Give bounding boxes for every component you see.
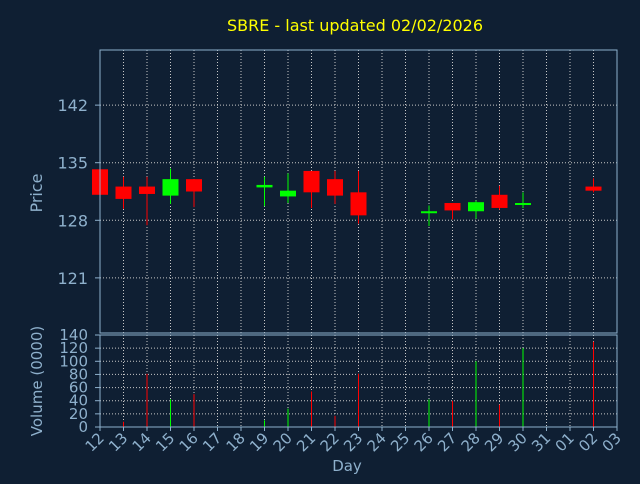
volume-tick-label: 80	[69, 365, 88, 383]
volume-tick-label: 60	[69, 379, 88, 397]
price-tick-label: 121	[57, 269, 88, 288]
price-panel-border	[99, 49, 618, 334]
volume-panel: 0204060801001201401213141516171819202122…	[59, 326, 624, 455]
candle-body	[115, 186, 132, 199]
price-panel: 121 128 135 142	[57, 49, 618, 334]
candle-body	[585, 186, 602, 191]
x-tick-label: 20	[270, 429, 296, 455]
candle-body	[256, 184, 273, 188]
x-tick-label: 03	[599, 429, 625, 455]
x-tick-label: 24	[364, 429, 390, 455]
x-tick-label: 31	[528, 429, 554, 455]
candle-body	[303, 170, 320, 193]
x-tick-label: 02	[575, 429, 601, 455]
x-tick-label: 27	[434, 429, 460, 455]
candle-body	[162, 179, 179, 196]
volume-tick-label: 140	[59, 326, 88, 344]
chart-title: SBRE - last updated 02/02/2026	[227, 16, 483, 35]
x-tick-label: 18	[223, 429, 249, 455]
x-tick-label: 26	[411, 429, 437, 455]
volume-tick-label: 40	[69, 392, 88, 410]
x-tick-label: 30	[505, 429, 531, 455]
x-tick-label: 29	[481, 429, 507, 455]
candle-body	[280, 190, 296, 197]
candle-body	[468, 202, 484, 212]
price-tick-label: 128	[57, 211, 88, 230]
volume-tick-label: 100	[59, 352, 88, 370]
x-tick-label: 22	[317, 429, 343, 455]
candle-body	[139, 186, 155, 194]
x-tick-label: 21	[293, 429, 319, 455]
x-tick-label: 23	[340, 429, 366, 455]
x-axis-label: Day	[332, 457, 362, 475]
price-tick-label: 142	[57, 96, 88, 115]
x-tick-label: 17	[199, 429, 225, 455]
x-tick-label: 16	[176, 429, 202, 455]
x-tick-label: 15	[152, 429, 178, 455]
volume-tick-label: 0	[78, 418, 88, 436]
candle-body	[491, 194, 508, 208]
candle-body	[515, 203, 531, 206]
x-tick-label: 13	[105, 429, 131, 455]
candle-body	[350, 192, 367, 216]
price-axis-label: Price	[27, 173, 46, 212]
price-tick-label: 135	[57, 154, 88, 173]
x-tick-label: 19	[246, 429, 272, 455]
candle-body	[444, 203, 461, 211]
candle-body	[186, 179, 202, 192]
volume-tick-label: 20	[69, 405, 88, 423]
candle-body	[327, 179, 343, 196]
x-tick-label: 25	[387, 429, 413, 455]
volume-tick-label: 120	[59, 339, 88, 357]
x-tick-label: 01	[552, 429, 578, 455]
x-tick-label: 14	[129, 429, 155, 455]
volume-axis-label: Volume (0000)	[28, 326, 46, 436]
x-tick-label: 28	[458, 429, 484, 455]
candle-body	[421, 211, 437, 214]
